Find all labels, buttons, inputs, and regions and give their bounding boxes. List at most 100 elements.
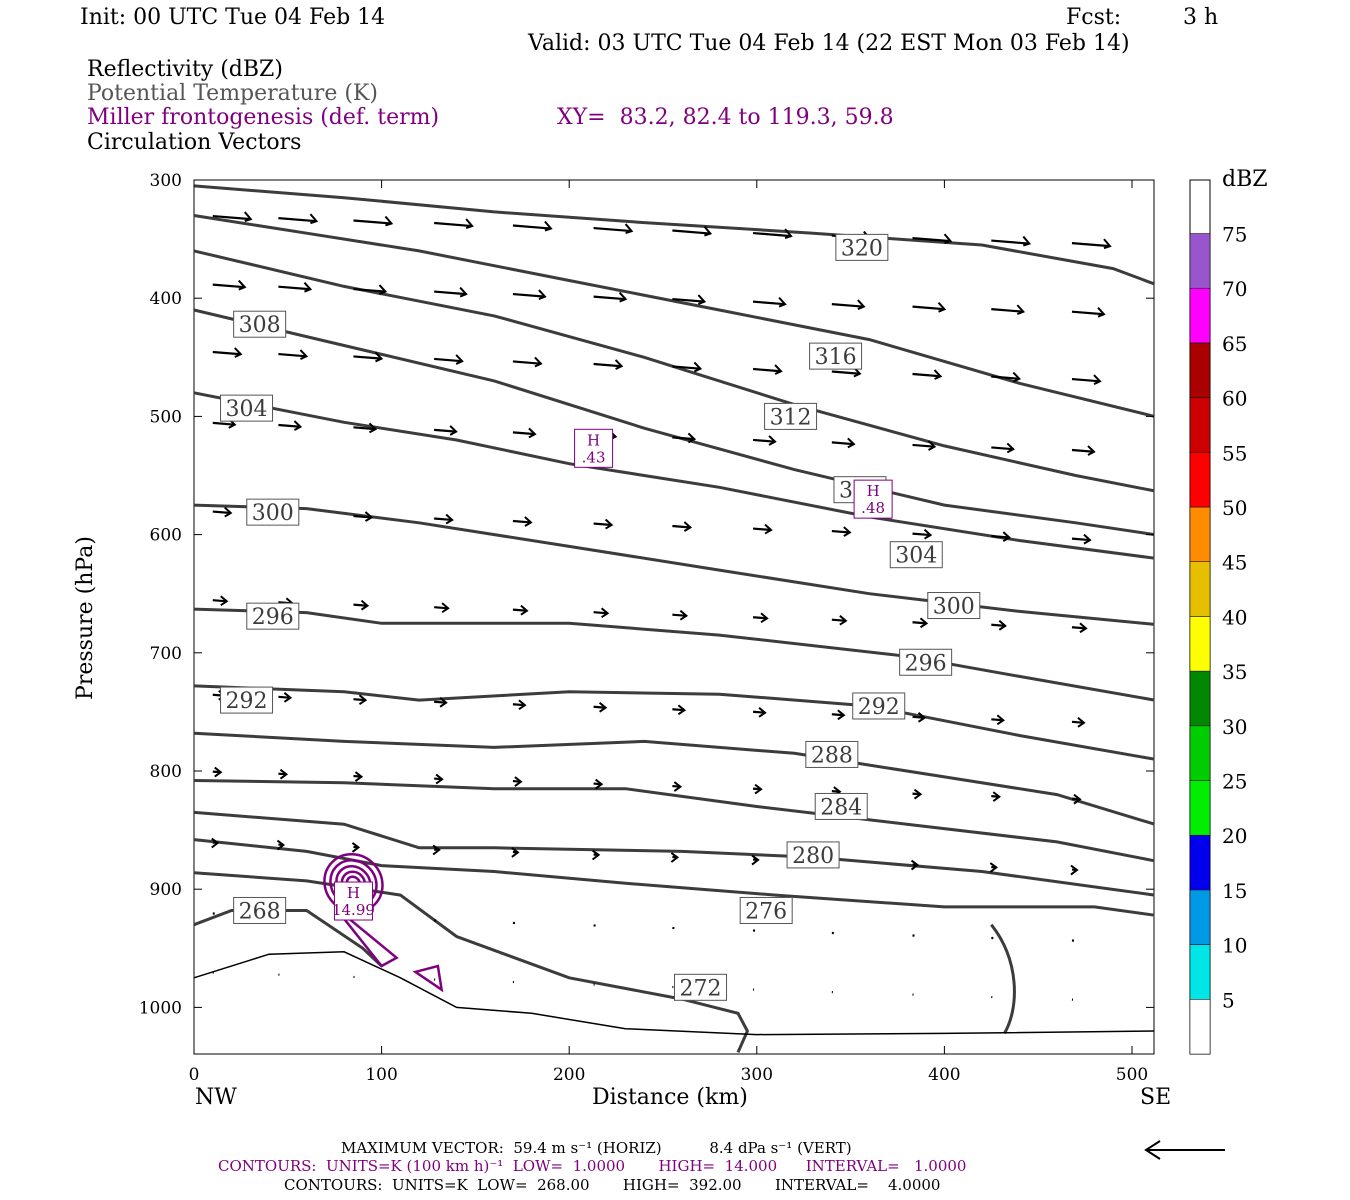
circulation-vector-head-32 bbox=[774, 364, 783, 375]
isentrope-label-284: 284 bbox=[820, 795, 862, 820]
isentrope-label-box-296-b bbox=[899, 648, 953, 676]
isentrope-label-300-b: 300 bbox=[933, 595, 975, 620]
circulation-vector-head-92 bbox=[754, 783, 763, 795]
circulation-vector-head-11 bbox=[1022, 235, 1032, 247]
colorbar-segment-2 bbox=[1189, 944, 1211, 1000]
colorbar-segment-5 bbox=[1189, 780, 1211, 836]
circulation-vector-head-69 bbox=[839, 614, 848, 626]
circulation-vector-head-53 bbox=[524, 516, 533, 527]
colorbar-segment-15 bbox=[1189, 233, 1211, 289]
circulation-vector-25 bbox=[212, 350, 241, 356]
circulation-vector-head-75 bbox=[358, 694, 368, 706]
circulation-vector-head-52 bbox=[445, 513, 454, 525]
colorbar-segment-11 bbox=[1189, 452, 1211, 508]
circulation-vector-33 bbox=[831, 370, 860, 375]
colorbar-label-15: 15 bbox=[1222, 879, 1247, 903]
isentrope-label-304-b: 304 bbox=[895, 544, 937, 569]
x-end-left-label: NW bbox=[195, 1085, 237, 1110]
circulation-vector-55 bbox=[672, 524, 691, 529]
y-tick-label-900: 900 bbox=[150, 880, 182, 900]
circulation-vector-head-49 bbox=[224, 506, 233, 518]
circulation-vector-head-66 bbox=[600, 607, 610, 619]
circulation-vector-head-31 bbox=[693, 361, 703, 373]
circulation-vector-head-4 bbox=[465, 218, 474, 229]
circulation-vector-head-95 bbox=[992, 791, 1001, 802]
colorbar-label-40: 40 bbox=[1222, 605, 1247, 629]
circulation-vector-head-7 bbox=[703, 225, 713, 237]
forecast-label: Fcst: bbox=[1066, 5, 1122, 30]
circulation-vector-8 bbox=[752, 231, 792, 238]
circulation-vector-head-3 bbox=[384, 215, 394, 227]
circulation-vector-head-55 bbox=[683, 521, 693, 532]
circulation-vector-61 bbox=[212, 599, 227, 603]
fronto-max-letter-3: H bbox=[867, 482, 880, 500]
circulation-vector-14 bbox=[278, 285, 311, 291]
circulation-vector-44 bbox=[752, 438, 776, 443]
fronto-max-letter-2: H bbox=[587, 431, 600, 449]
colorbar-segment-12 bbox=[1189, 397, 1211, 453]
circulation-vector-head-43 bbox=[687, 432, 697, 444]
colorbar-segment-14 bbox=[1189, 287, 1211, 344]
fronto-contour-small bbox=[412, 964, 444, 993]
circulation-vector-head-8 bbox=[784, 228, 793, 240]
circulation-vector-51 bbox=[353, 514, 372, 519]
circulation-vector-19 bbox=[672, 297, 705, 303]
isentrope-label-box-280 bbox=[786, 841, 840, 869]
circulation-vector-head-68 bbox=[760, 612, 769, 624]
isentrope-296 bbox=[193, 607, 1155, 702]
circulation-vector-head-60 bbox=[1083, 533, 1092, 545]
circulation-vector-head-91 bbox=[673, 781, 683, 792]
circulation-vector-1 bbox=[212, 214, 251, 221]
x-tick-label-0: 0 bbox=[189, 1065, 200, 1085]
circulation-vector-head-30 bbox=[614, 359, 624, 370]
circulation-vector-59 bbox=[991, 534, 1010, 539]
field-frontogenesis: Miller frontogenesis (def. term) bbox=[87, 105, 440, 130]
circulation-vector-head-26 bbox=[299, 349, 309, 360]
circulation-vector-18 bbox=[593, 295, 626, 301]
circulation-vector-head-51 bbox=[364, 511, 374, 522]
colorbar-label-55: 55 bbox=[1222, 441, 1247, 465]
isentrope-label-box-304-b bbox=[889, 541, 943, 569]
colorbar-label-20: 20 bbox=[1222, 824, 1247, 848]
circulation-vector-head-78 bbox=[598, 701, 608, 713]
colorbar-label-30: 30 bbox=[1222, 715, 1247, 739]
circulation-vector-5 bbox=[512, 224, 552, 230]
circulation-vector-64 bbox=[434, 606, 449, 610]
isentrope-292 bbox=[193, 684, 1155, 761]
circulation-vector-head-97 bbox=[211, 837, 220, 849]
circulation-vector-head-5 bbox=[544, 220, 553, 232]
isentrope-label-box-268 bbox=[233, 896, 287, 924]
circulation-vector-56 bbox=[752, 527, 772, 532]
colorbar-label-65: 65 bbox=[1222, 332, 1247, 356]
circulation-vector-head-21 bbox=[857, 299, 866, 311]
colorbar-segment-6 bbox=[1189, 725, 1211, 781]
fronto-contour-1 bbox=[323, 853, 384, 914]
isentrope-284 bbox=[193, 779, 1155, 863]
circulation-vector-3 bbox=[353, 219, 392, 225]
circulation-vector-head-45 bbox=[847, 437, 856, 449]
circulation-vector-head-29 bbox=[534, 356, 543, 368]
circulation-vector-24 bbox=[1071, 310, 1105, 316]
isentrope-label-box-272 bbox=[674, 973, 728, 1001]
circulation-vector-head-41 bbox=[528, 427, 537, 439]
circulation-vector-10 bbox=[912, 236, 951, 243]
circulation-vector-head-86 bbox=[279, 768, 289, 780]
circulation-vector-20 bbox=[752, 300, 786, 306]
circulation-vector-39 bbox=[353, 426, 376, 431]
circulation-vector-46 bbox=[912, 443, 935, 448]
terrain-line bbox=[193, 951, 1155, 1036]
circulation-vector-81 bbox=[831, 713, 844, 717]
circulation-vector-66 bbox=[593, 611, 608, 615]
y-tick-label-1000: 1000 bbox=[139, 998, 182, 1018]
circulation-vector-54 bbox=[593, 522, 612, 527]
y-axis-label: Pressure (hPa) bbox=[72, 536, 98, 700]
circulation-vector-head-70 bbox=[919, 617, 929, 629]
circulation-vector-6 bbox=[593, 226, 632, 233]
fronto-max-box-1 bbox=[333, 881, 373, 921]
circulation-vector-head-81 bbox=[837, 709, 846, 721]
isentrope-label-box-316 bbox=[809, 342, 863, 370]
circulation-vector-head-36 bbox=[1093, 374, 1102, 385]
circulation-vector-15 bbox=[353, 287, 386, 293]
circulation-vector-38 bbox=[278, 423, 301, 428]
isentrope-label-box-276 bbox=[739, 896, 793, 924]
